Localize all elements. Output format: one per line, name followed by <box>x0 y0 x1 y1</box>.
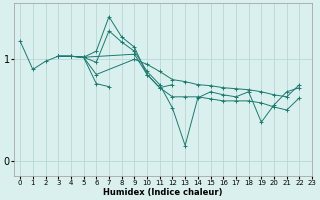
X-axis label: Humidex (Indice chaleur): Humidex (Indice chaleur) <box>103 188 223 197</box>
